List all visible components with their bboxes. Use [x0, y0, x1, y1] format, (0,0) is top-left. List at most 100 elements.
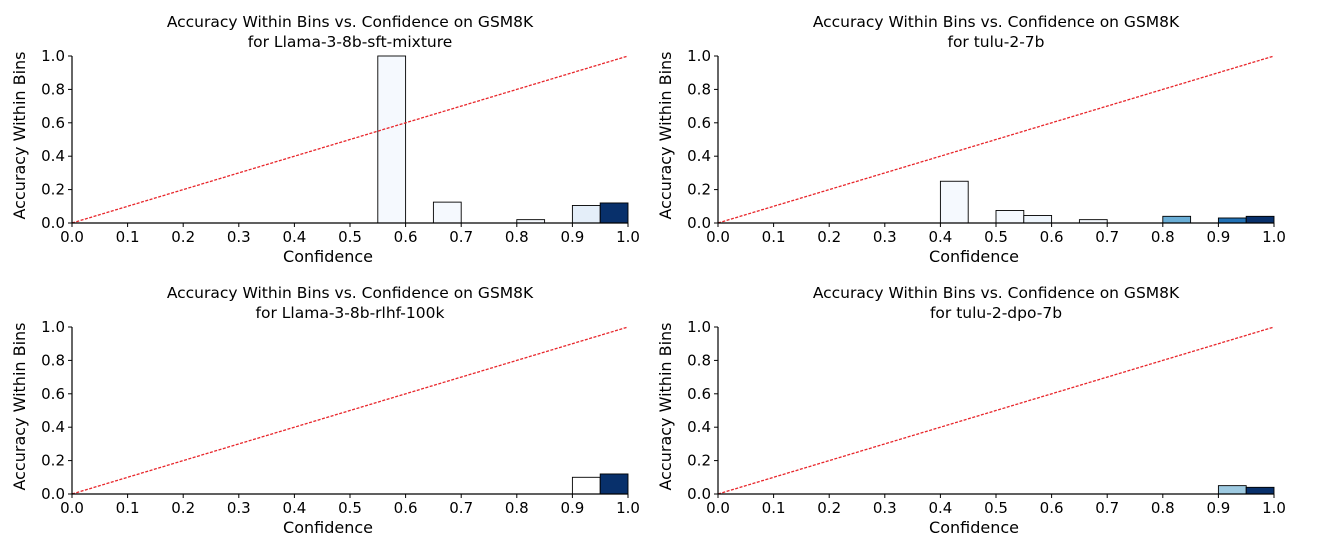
- x-tick-label: 0.4: [282, 228, 306, 246]
- x-tick-label: 0.8: [1151, 228, 1175, 246]
- y-tick-label: 0.8: [687, 351, 711, 369]
- x-tick-label: 0.9: [1206, 228, 1230, 246]
- x-tick-label: 0.4: [928, 228, 952, 246]
- x-tick-label: 0.9: [560, 228, 584, 246]
- x-tick-label: 0.0: [706, 499, 730, 517]
- x-tick-label: 0.0: [60, 228, 84, 246]
- x-tick-label: 0.6: [394, 228, 418, 246]
- x-tick-label: 0.9: [1206, 499, 1230, 517]
- y-tick-label: 0.4: [687, 147, 711, 165]
- y-axis-label: Accuracy Within Bins: [656, 322, 675, 490]
- x-tick-label: 0.3: [227, 499, 251, 517]
- x-tick-label: 0.3: [227, 228, 251, 246]
- x-tick-label: 0.6: [1040, 228, 1064, 246]
- chart-title: Accuracy Within Bins vs. Confidence on G…: [813, 284, 1180, 302]
- x-tick-label: 0.2: [817, 228, 841, 246]
- y-tick-label: 0.8: [687, 80, 711, 98]
- x-tick-label: 0.4: [928, 499, 952, 517]
- y-tick-label: 0.8: [41, 80, 65, 98]
- bar: [1217, 217, 1247, 224]
- x-tick-label: 0.2: [171, 499, 195, 517]
- perfect-calibration-line: [71, 326, 629, 495]
- chart-title: Accuracy Within Bins vs. Confidence on G…: [813, 13, 1180, 31]
- x-tick-label: 0.5: [984, 499, 1008, 517]
- y-tick-label: 0.4: [41, 418, 65, 436]
- chart-subtitle: for tulu-2-dpo-7b: [930, 304, 1062, 322]
- y-tick-label: 1.0: [687, 318, 711, 336]
- y-tick-label: 0.6: [687, 385, 711, 403]
- bar: [939, 180, 969, 224]
- y-tick-label: 0.0: [41, 214, 65, 232]
- chart-panel-4: Accuracy Within Bins vs. Confidence on G…: [656, 284, 1286, 537]
- x-tick-label: 0.7: [449, 228, 473, 246]
- chart-title: Accuracy Within Bins vs. Confidence on G…: [167, 284, 534, 302]
- bar: [571, 205, 601, 224]
- y-tick-label: 1.0: [687, 47, 711, 65]
- x-tick-label: 1.0: [616, 228, 640, 246]
- x-tick-label: 0.1: [116, 228, 140, 246]
- y-tick-label: 0.6: [41, 114, 65, 132]
- bar: [995, 210, 1025, 224]
- x-tick-label: 0.5: [984, 228, 1008, 246]
- x-tick-label: 0.1: [116, 499, 140, 517]
- chart-panel-3: Accuracy Within Bins vs. Confidence on G…: [10, 284, 640, 537]
- x-tick-label: 0.8: [505, 228, 529, 246]
- y-tick-label: 1.0: [41, 318, 65, 336]
- chart-subtitle: for tulu-2-7b: [947, 33, 1044, 51]
- perfect-calibration-line: [717, 326, 1275, 495]
- y-tick-label: 0.4: [687, 418, 711, 436]
- y-tick-label: 0.2: [687, 181, 711, 199]
- y-tick-label: 0.6: [687, 114, 711, 132]
- chart-subtitle: for Llama-3-8b-rlhf-100k: [256, 304, 445, 322]
- bar: [1245, 486, 1275, 495]
- x-tick-label: 1.0: [1262, 499, 1286, 517]
- x-tick-label: 1.0: [1262, 228, 1286, 246]
- x-axis-label: Confidence: [283, 518, 373, 537]
- x-tick-label: 0.8: [505, 499, 529, 517]
- y-tick-label: 0.2: [687, 452, 711, 470]
- y-tick-label: 0.4: [41, 147, 65, 165]
- y-axis-label: Accuracy Within Bins: [10, 51, 29, 219]
- x-tick-label: 0.6: [1040, 499, 1064, 517]
- y-tick-label: 1.0: [41, 47, 65, 65]
- y-axis-label: Accuracy Within Bins: [656, 51, 675, 219]
- chart-panel-1: Accuracy Within Bins vs. Confidence on G…: [10, 13, 640, 266]
- x-tick-label: 0.5: [338, 228, 362, 246]
- y-tick-label: 0.0: [41, 485, 65, 503]
- x-tick-label: 0.6: [394, 499, 418, 517]
- y-tick-label: 0.2: [41, 181, 65, 199]
- perfect-calibration-line: [71, 55, 629, 224]
- x-tick-label: 0.1: [762, 228, 786, 246]
- x-tick-label: 0.7: [449, 499, 473, 517]
- bar: [1023, 215, 1053, 224]
- bar: [1245, 215, 1275, 224]
- x-tick-label: 0.0: [60, 499, 84, 517]
- x-tick-label: 0.2: [171, 228, 195, 246]
- x-tick-label: 0.8: [1151, 499, 1175, 517]
- bar: [1162, 215, 1192, 224]
- x-tick-label: 0.3: [873, 499, 897, 517]
- x-tick-label: 0.5: [338, 499, 362, 517]
- bar: [599, 473, 629, 495]
- bar: [1217, 485, 1247, 495]
- bar: [599, 202, 629, 224]
- bar: [571, 476, 601, 495]
- x-axis-label: Confidence: [929, 247, 1019, 266]
- x-tick-label: 0.2: [817, 499, 841, 517]
- chart-title: Accuracy Within Bins vs. Confidence on G…: [167, 13, 534, 31]
- x-axis-label: Confidence: [283, 247, 373, 266]
- x-tick-label: 0.3: [873, 228, 897, 246]
- x-tick-label: 0.4: [282, 499, 306, 517]
- x-tick-label: 0.1: [762, 499, 786, 517]
- chart-panel-2: Accuracy Within Bins vs. Confidence on G…: [656, 13, 1286, 266]
- y-tick-label: 0.0: [687, 485, 711, 503]
- x-axis-label: Confidence: [929, 518, 1019, 537]
- y-tick-label: 0.0: [687, 214, 711, 232]
- perfect-calibration-line: [717, 55, 1275, 224]
- y-tick-label: 0.6: [41, 385, 65, 403]
- x-tick-label: 0.7: [1095, 228, 1119, 246]
- x-tick-label: 0.0: [706, 228, 730, 246]
- x-tick-label: 0.7: [1095, 499, 1119, 517]
